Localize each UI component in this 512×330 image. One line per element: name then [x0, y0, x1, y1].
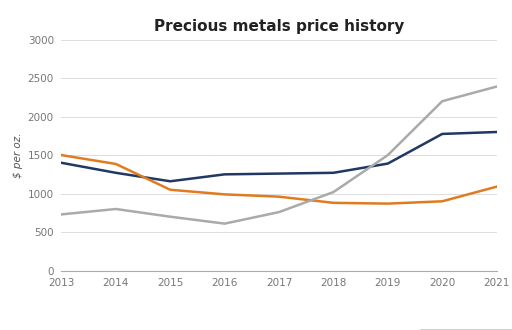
Gold	[58, 161, 65, 165]
Palladium	[167, 215, 174, 219]
Gold	[276, 172, 282, 176]
Platinum	[330, 201, 336, 205]
Platinum	[439, 199, 445, 203]
Line: Gold: Gold	[61, 132, 497, 181]
Platinum	[385, 202, 391, 206]
Palladium	[276, 210, 282, 214]
Platinum	[222, 192, 228, 196]
Palladium	[58, 213, 65, 216]
Title: Precious metals price history: Precious metals price history	[154, 19, 404, 34]
Line: Palladium: Palladium	[61, 86, 497, 224]
Line: Platinum: Platinum	[61, 155, 497, 204]
Palladium	[385, 153, 391, 157]
Gold	[385, 162, 391, 166]
Gold	[439, 132, 445, 136]
Gold	[494, 130, 500, 134]
Gold	[330, 171, 336, 175]
Gold	[167, 179, 174, 183]
Palladium	[494, 84, 500, 88]
Gold	[222, 172, 228, 176]
Platinum	[58, 153, 65, 157]
Palladium	[330, 190, 336, 194]
Platinum	[494, 185, 500, 189]
Platinum	[276, 195, 282, 199]
Platinum	[113, 162, 119, 166]
Palladium	[439, 99, 445, 103]
Palladium	[222, 222, 228, 226]
Y-axis label: $ per oz.: $ per oz.	[13, 132, 24, 178]
Palladium	[113, 207, 119, 211]
Gold	[113, 171, 119, 175]
Platinum	[167, 188, 174, 192]
